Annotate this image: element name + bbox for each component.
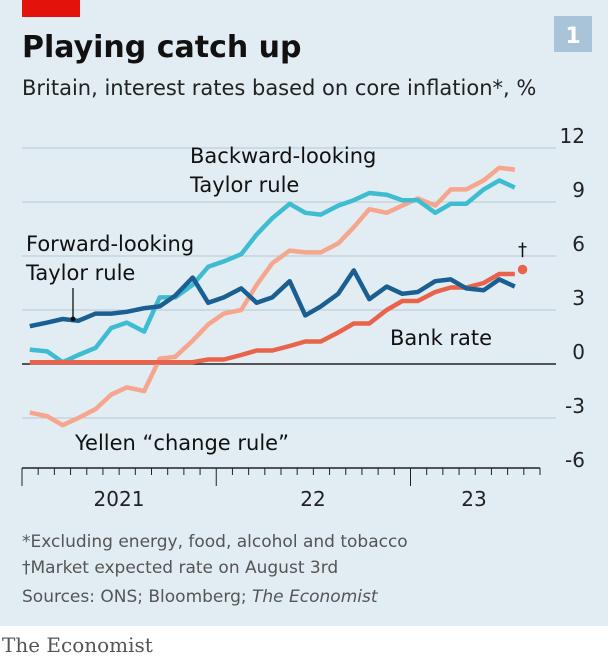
publisher: The Economist: [2, 633, 153, 657]
footnote: *Excluding energy, food, alcohol and tob…: [22, 532, 408, 552]
chart-number-badge: [554, 16, 592, 52]
series-label: Taylor rule: [25, 261, 135, 285]
footnote: †Market expected rate on August 3rd: [22, 558, 338, 578]
series-label: Taylor rule: [189, 173, 299, 197]
sources-publication: The Economist: [252, 587, 379, 607]
series-label: Bank rate: [390, 326, 492, 350]
sources: Sources: ONS; Bloomberg; The Economist: [22, 587, 379, 607]
series-line: [29, 268, 516, 329]
series-line: [29, 178, 516, 365]
red-tag: [22, 0, 80, 17]
label-pointer-dot: [70, 316, 76, 322]
y-tick-label: 9: [572, 178, 585, 202]
y-tick-label: 0: [572, 340, 585, 364]
y-tick-label: -3: [565, 394, 585, 418]
sources-text: Sources: ONS; Bloomberg;: [22, 587, 252, 607]
chart-subtitle: Britain, interest rates based on core in…: [22, 76, 536, 100]
series-line: [29, 165, 516, 428]
x-tick-label: 22: [300, 487, 325, 511]
x-tick-label: 2021: [94, 487, 145, 511]
chart-title: Playing catch up: [22, 30, 302, 65]
market-expected-label: †: [518, 240, 527, 261]
x-tick-label: 23: [461, 487, 486, 511]
chart-number: 1: [565, 24, 580, 49]
series-line: [29, 271, 515, 365]
y-tick-label: 12: [560, 124, 585, 148]
series-label: Yellen “change rule”: [74, 431, 289, 455]
y-tick-label: 6: [572, 232, 585, 256]
series-label: Backward-looking: [190, 144, 376, 168]
y-tick-label: -6: [565, 448, 585, 472]
y-tick-label: 3: [572, 286, 585, 310]
series-label: Forward-looking: [26, 232, 194, 256]
market-expected-point: [516, 263, 529, 276]
